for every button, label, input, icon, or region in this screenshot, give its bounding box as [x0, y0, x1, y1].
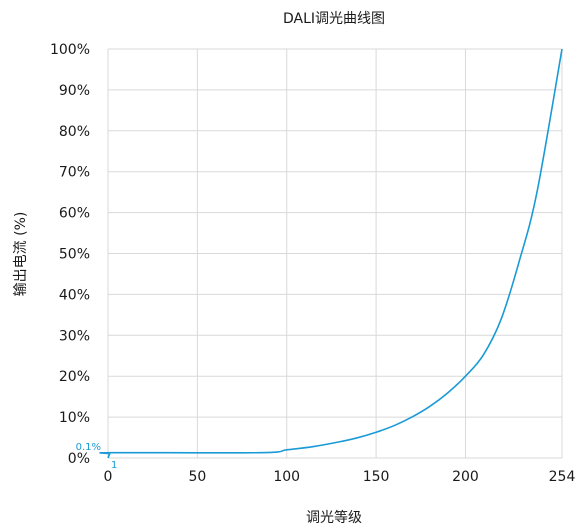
y-tick-label: 70% — [59, 165, 90, 181]
x-tick-label: 150 — [363, 469, 390, 485]
y-tick-label: 50% — [59, 247, 90, 263]
y-tick-label: 100% — [50, 42, 90, 58]
y-tick-label: 60% — [59, 206, 90, 222]
y-tick-label: 30% — [59, 328, 90, 344]
annotations: 0.1% 1 — [76, 442, 118, 471]
y-tick-label: 90% — [59, 83, 90, 99]
series-line — [99, 48, 563, 459]
y-tick-label: 20% — [59, 369, 90, 385]
y-axis-ticks: 0% 10% 20% 30% 40% 50% 60% 70% 80% 90% 100% — [50, 42, 90, 467]
x-tick-label: 254 — [549, 469, 576, 485]
y-tick-label: 0% — [68, 451, 90, 467]
y-tick-label: 40% — [59, 287, 90, 303]
annotation-label: 0.1% — [76, 442, 101, 453]
y-tick-label: 10% — [59, 410, 90, 426]
x-tick-label: 100 — [273, 469, 300, 485]
x-tick-label: 0 — [104, 469, 113, 485]
annotation-label: 1 — [111, 460, 117, 471]
y-axis-label: 输出电流 (%) — [13, 212, 29, 297]
x-tick-label: 50 — [188, 469, 206, 485]
grid-lines — [107, 48, 563, 459]
curve-layer — [99, 48, 563, 459]
x-axis-ticks: 0 50 100 150 200 254 — [104, 469, 576, 485]
y-tick-label: 80% — [59, 124, 90, 140]
chart-title: DALI调光曲线图 — [283, 11, 385, 27]
x-axis-label: 调光等级 — [306, 509, 362, 526]
x-tick-label: 200 — [452, 469, 479, 485]
